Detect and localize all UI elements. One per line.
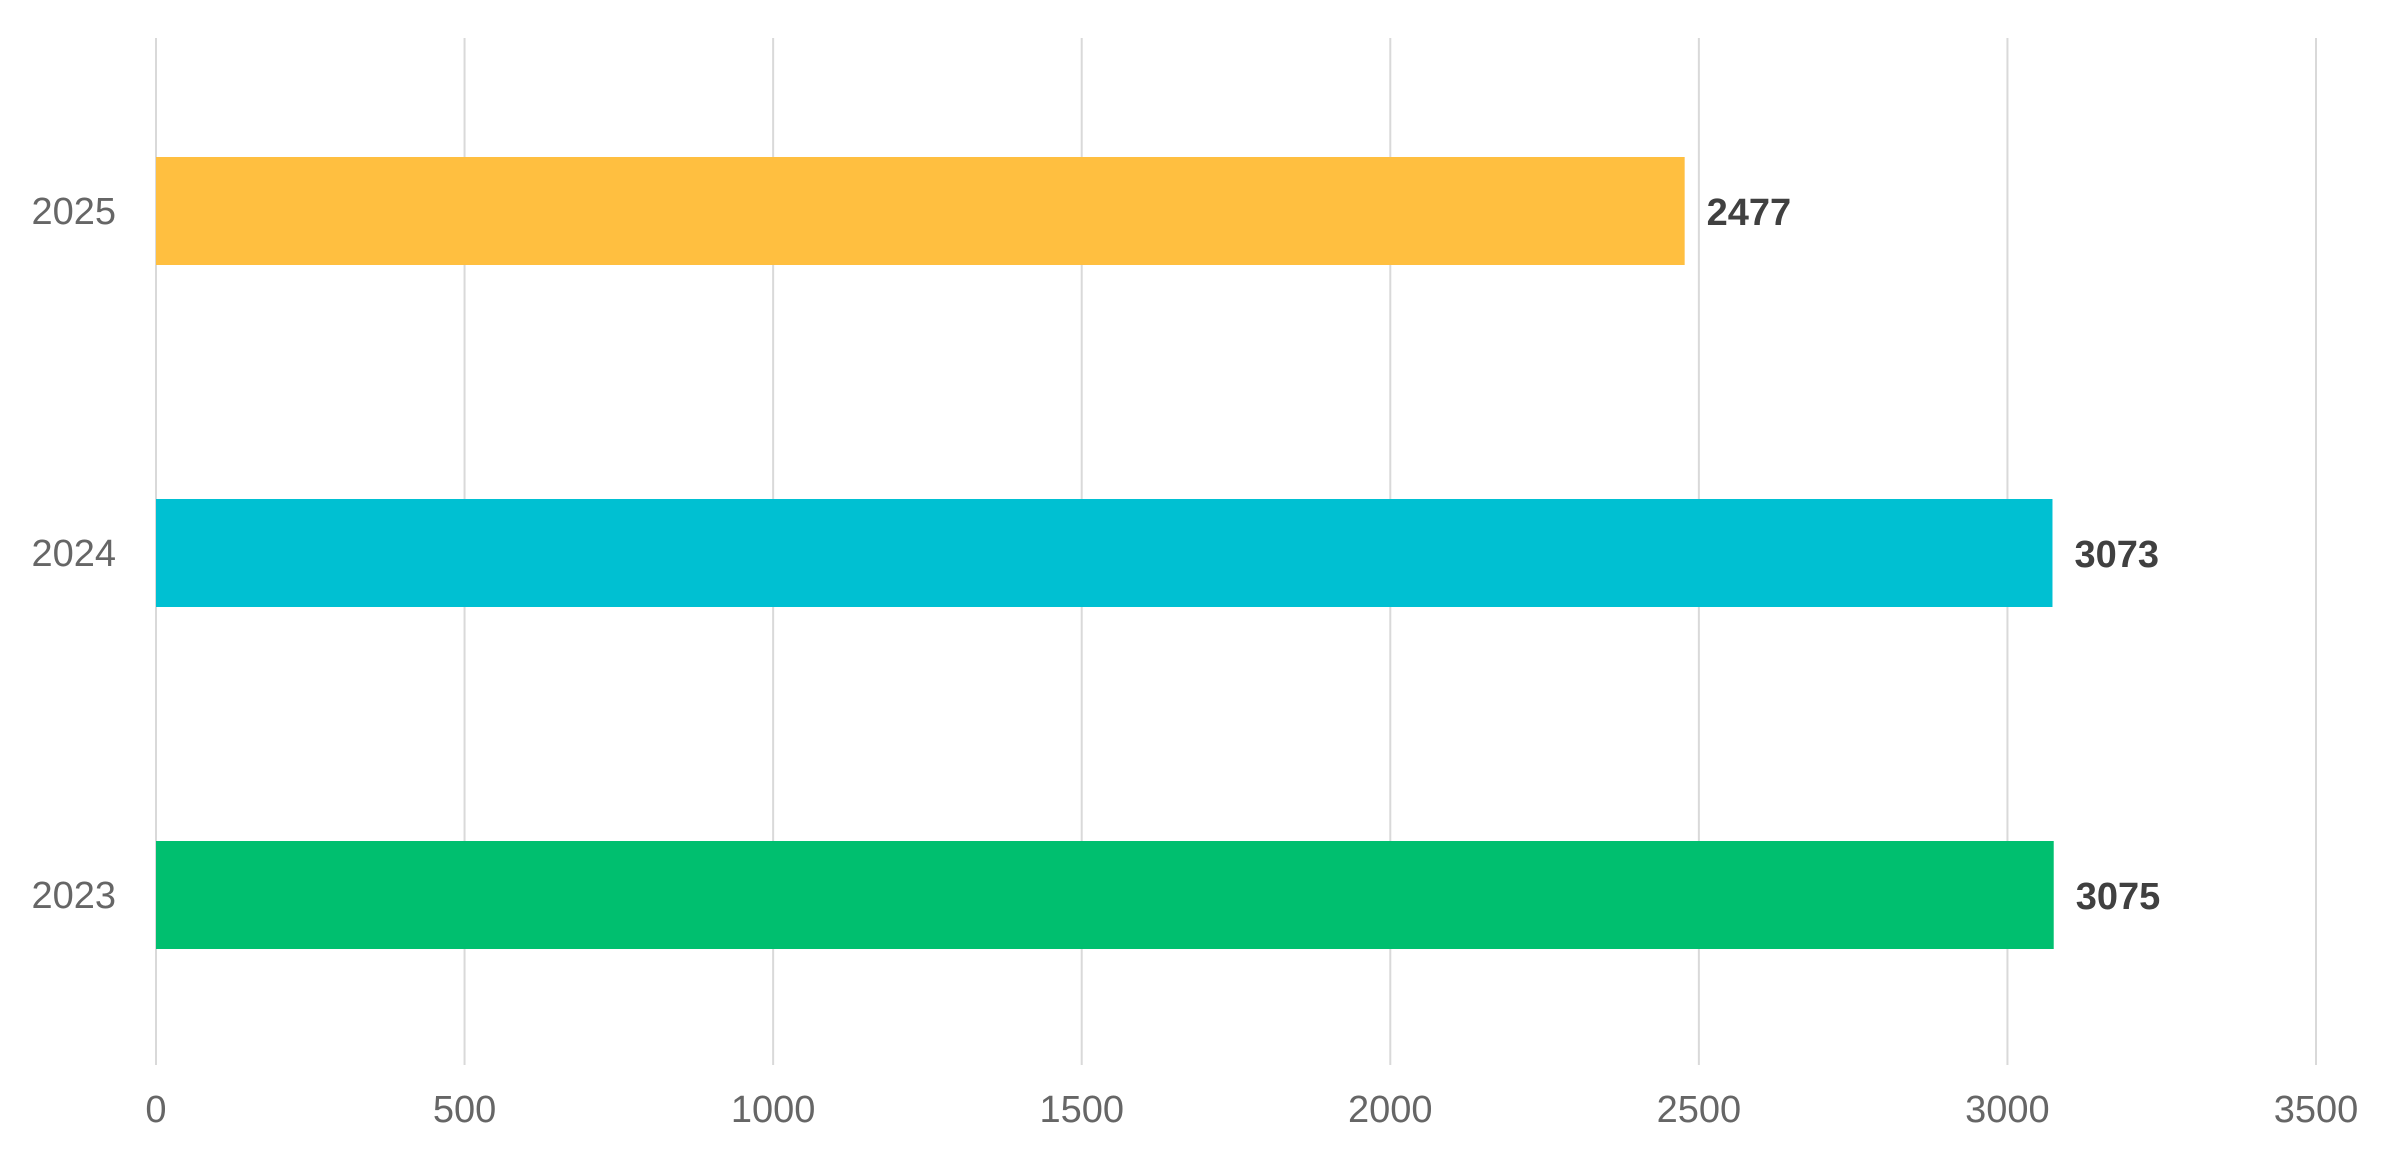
x-axis-tick-labels: 0 500 1000 1500 2000 2500 3000 3500 bbox=[145, 1089, 2358, 1131]
category-label-2025: 2025 bbox=[31, 191, 116, 233]
x-tick-label-0: 0 bbox=[145, 1089, 166, 1131]
y-axis-category-labels: 2025 2024 2023 bbox=[31, 191, 116, 917]
category-label-2024: 2024 bbox=[31, 533, 116, 575]
data-labels: 2477 3073 3075 bbox=[1707, 192, 2161, 918]
category-label-2023: 2023 bbox=[31, 875, 116, 917]
x-tick-label-2500: 2500 bbox=[1657, 1089, 1742, 1131]
bars bbox=[156, 157, 2054, 949]
x-tick-label-500: 500 bbox=[433, 1089, 496, 1131]
data-label-2025: 2477 bbox=[1707, 192, 1792, 234]
x-tick-label-1000: 1000 bbox=[731, 1089, 816, 1131]
data-label-2024: 3073 bbox=[2074, 534, 2159, 576]
x-tick-label-3500: 3500 bbox=[2274, 1089, 2359, 1131]
x-tick-label-3000: 3000 bbox=[1965, 1089, 2050, 1131]
bar-2023 bbox=[156, 841, 2054, 949]
bar-2024 bbox=[156, 499, 2053, 607]
bar-2025 bbox=[156, 157, 1685, 265]
x-tick-label-1500: 1500 bbox=[1039, 1089, 1124, 1131]
x-tick-label-2000: 2000 bbox=[1348, 1089, 1433, 1131]
data-label-2023: 3075 bbox=[2076, 876, 2161, 918]
